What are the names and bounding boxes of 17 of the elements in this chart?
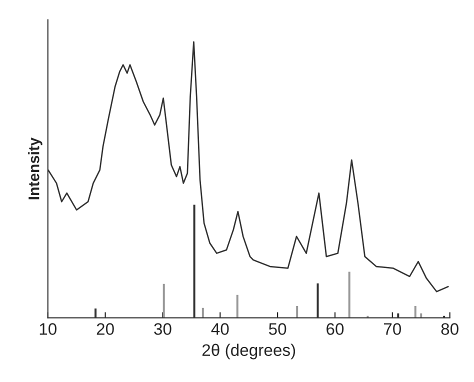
bar (162, 284, 165, 318)
x-tick-label: 80 (441, 323, 458, 335)
bar (296, 306, 298, 318)
x-tick-label: 40 (211, 323, 229, 335)
y-axis-title: Intensity (28, 138, 42, 200)
x-tick-label: 30 (154, 323, 172, 335)
bar (202, 308, 204, 318)
bar (414, 306, 416, 318)
x-axis-title: 2θ (degrees) (202, 344, 296, 360)
bar (236, 294, 238, 318)
x-tick-label: 70 (384, 323, 402, 335)
x-tick-label: 60 (326, 323, 344, 335)
x-tick-label: 20 (96, 323, 114, 335)
bar (420, 313, 422, 318)
x-tick-label: 10 (40, 323, 56, 335)
bar (348, 272, 350, 318)
x-tick-label: 50 (268, 323, 286, 335)
